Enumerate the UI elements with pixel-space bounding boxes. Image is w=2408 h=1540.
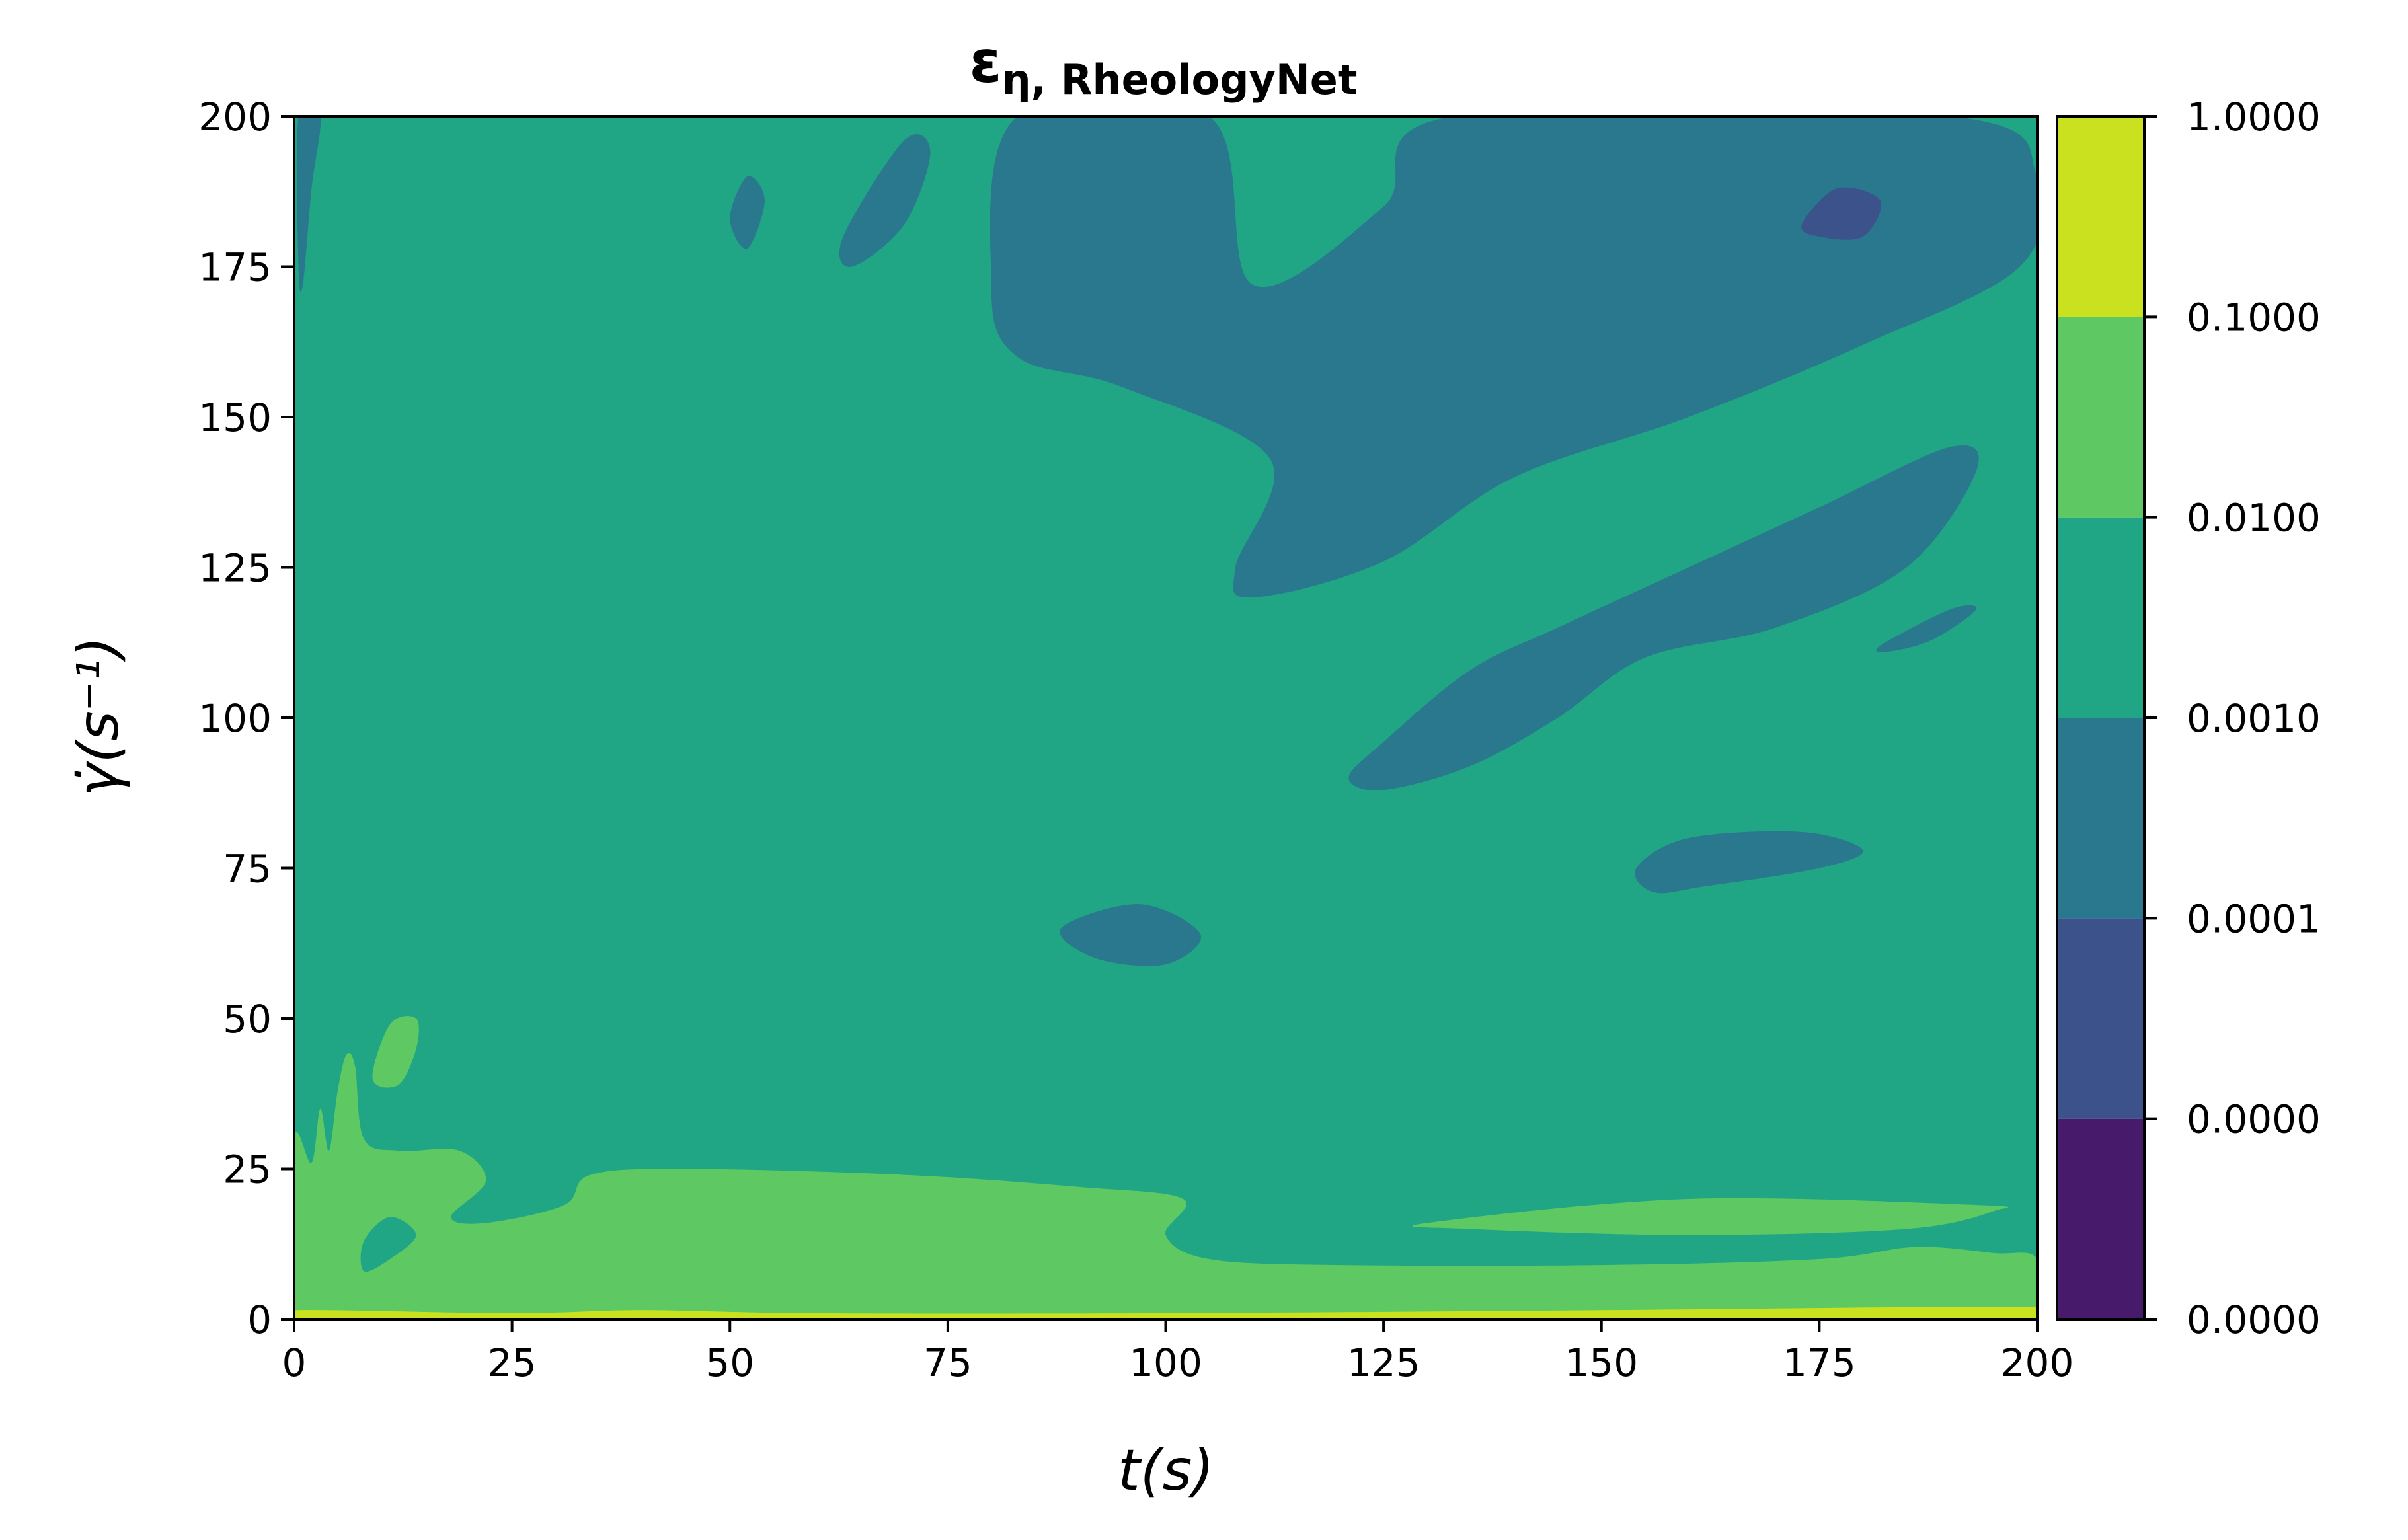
y-tick-label: 100 (198, 696, 272, 741)
colorbar-tick-label: 1.0000 (2187, 95, 2321, 139)
contour-region-highest-error-edge (294, 1307, 2037, 1319)
y-tick-label: 0 (247, 1297, 272, 1342)
colorbar-tick-label: 0.0010 (2187, 696, 2321, 741)
contour-region-high-error-island-left (372, 1016, 419, 1088)
contour-region-low-error-island-top-2 (730, 176, 765, 249)
x-tick-label: 25 (488, 1340, 537, 1385)
x-tick-label: 175 (1783, 1340, 1856, 1385)
y-tick-label: 75 (223, 847, 272, 892)
y-tick-label: 125 (198, 546, 272, 591)
x-tick-label: 125 (1347, 1340, 1420, 1385)
contour-plot (293, 115, 2039, 1321)
colorbar-band (2057, 1118, 2144, 1319)
y-axis-ticks: 0 25 50 75 100 125 150 175 200 (198, 95, 294, 1342)
colorbar-tick-label: 0.0000 (2187, 1097, 2321, 1142)
y-tick-label: 25 (223, 1147, 272, 1192)
y-axis-label: γ̇(s⁻¹) (65, 636, 132, 797)
x-tick-label: 200 (2001, 1340, 2074, 1385)
colorbar: 0.0000 0.0000 0.0001 0.0010 0.0100 0.1000 1.00… (2056, 95, 2321, 1342)
x-tick-label: 150 (1565, 1340, 1638, 1385)
x-axis-ticks: 0 25 50 75 100 125 150 175 200 (282, 1319, 2074, 1385)
x-tick-label: 0 (282, 1340, 307, 1385)
x-axis-label: t(s) (1118, 1438, 1214, 1504)
y-tick-label: 150 (198, 395, 272, 440)
y-tick-label: 200 (198, 95, 272, 139)
x-tick-label: 75 (923, 1340, 972, 1385)
colorbar-tick-label: 0.1000 (2187, 295, 2321, 340)
colorbar-tick-label: 0.0000 (2187, 1297, 2321, 1342)
contour-region-high-error-band-bottom (294, 1052, 2037, 1319)
y-tick-label: 175 (198, 245, 272, 290)
contour-region-background-hole-left (360, 1217, 416, 1272)
contour-region-lowest-error-spot (1801, 187, 1882, 240)
colorbar-band (2057, 517, 2144, 718)
contour-region-high-error-strip-right (1412, 1198, 2009, 1235)
contour-region-low-error-band-diagonal (1348, 445, 1979, 790)
y-tick-label: 50 (223, 997, 272, 1042)
x-tick-label: 50 (705, 1340, 754, 1385)
contour-region-low-error-band-top-right (990, 116, 2037, 598)
colorbar-band (2057, 918, 2144, 1119)
contour-region-low-error-sliver-left (296, 116, 321, 292)
contour-region-low-error-island-top-1 (839, 134, 931, 267)
colorbar-tick-label: 0.0001 (2187, 896, 2321, 941)
colorbar-band (2057, 116, 2144, 317)
colorbar-tick-label: 0.0100 (2187, 496, 2321, 541)
x-tick-label: 100 (1129, 1340, 1202, 1385)
chart-title: εη, RheologyNet (969, 28, 1357, 104)
title-symbol: ε (969, 28, 1001, 96)
contour-region-low-error-island-small-right (1876, 605, 1977, 652)
title-subscript: η, RheologyNet (1001, 56, 1357, 104)
colorbar-band (2057, 718, 2144, 919)
colorbar-band (2057, 317, 2144, 518)
contour-region-low-error-island-right (1635, 831, 1863, 894)
contour-region-low-error-island-mid (1060, 904, 1202, 966)
